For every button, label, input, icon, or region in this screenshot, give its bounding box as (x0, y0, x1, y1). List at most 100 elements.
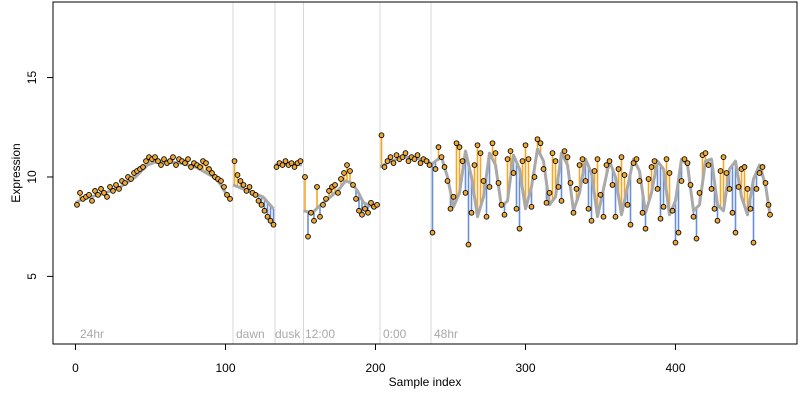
data-point (594, 156, 601, 162)
data-point (561, 148, 568, 154)
data-point (552, 158, 559, 164)
data-point (765, 201, 772, 208)
data-point (350, 182, 356, 188)
data-point (663, 156, 670, 162)
data-point (158, 162, 164, 168)
data-point (188, 164, 194, 170)
x-axis-label: Sample index (389, 375, 462, 389)
data-point (585, 205, 592, 212)
data-point (170, 154, 176, 160)
data-point (429, 229, 436, 236)
data-point (759, 164, 766, 170)
data-point (104, 194, 110, 200)
data-point (414, 152, 421, 158)
data-point (723, 170, 730, 176)
x-tick-label: 300 (515, 361, 535, 375)
data-point (423, 158, 430, 164)
data-point (167, 158, 173, 164)
data-point (426, 162, 433, 168)
data-point (522, 142, 529, 149)
y-axis-label: Expression (9, 143, 23, 202)
data-point (302, 174, 308, 180)
data-point (492, 150, 499, 156)
data-point (672, 239, 679, 246)
data-point (627, 221, 634, 228)
data-point (537, 140, 544, 147)
data-point (447, 205, 454, 212)
data-point (92, 188, 98, 194)
data-point (255, 197, 262, 204)
data-point (684, 160, 691, 166)
data-point (570, 209, 577, 216)
data-point (534, 136, 541, 143)
segment-boundaries (232, 2, 432, 344)
data-point (726, 186, 733, 192)
data-point (308, 209, 314, 216)
data-point (591, 168, 598, 174)
x-tick-label: 200 (365, 361, 385, 375)
data-point (368, 199, 374, 206)
data-point (465, 241, 472, 248)
data-point (155, 158, 161, 164)
data-point (402, 150, 409, 156)
fitted-curve (430, 147, 772, 219)
data-point (477, 150, 484, 156)
data-point (690, 213, 697, 220)
data-point (657, 215, 664, 222)
data-point (399, 154, 406, 160)
data-point (705, 162, 712, 168)
segment-label: 48hr (434, 327, 458, 341)
data-point (317, 213, 323, 220)
data-point (666, 170, 673, 176)
data-point (531, 174, 538, 180)
data-point (462, 190, 469, 196)
y-tick-label: 10 (25, 170, 39, 184)
data-point (279, 162, 286, 168)
y-tick-label: 5 (25, 273, 39, 280)
data-point (161, 156, 167, 162)
data-point (221, 184, 227, 190)
data-point (681, 156, 688, 162)
data-point (543, 199, 550, 206)
data-point (384, 158, 391, 164)
data-point (471, 162, 478, 168)
data-point (720, 154, 727, 160)
data-point (453, 140, 460, 147)
data-point (669, 207, 676, 214)
data-point (438, 154, 445, 160)
data-points (74, 132, 773, 248)
data-point (507, 148, 514, 154)
data-point (234, 172, 241, 178)
data-point (326, 188, 332, 194)
data-point (77, 190, 83, 196)
data-point (744, 186, 751, 192)
data-point (305, 233, 311, 240)
data-point (359, 211, 365, 218)
data-point (374, 201, 380, 208)
data-point (347, 168, 353, 174)
data-point (107, 184, 113, 190)
data-point (152, 154, 158, 160)
data-point (288, 160, 295, 166)
data-point (113, 182, 119, 188)
data-point (567, 180, 574, 186)
data-point (642, 225, 649, 232)
data-point (314, 184, 320, 190)
data-point (588, 217, 595, 224)
data-point (654, 186, 661, 192)
data-point (648, 164, 655, 170)
data-point (651, 158, 658, 164)
data-point (519, 158, 526, 164)
data-point (338, 176, 344, 182)
data-point (732, 229, 739, 236)
data-point (621, 172, 628, 178)
data-point (597, 192, 604, 198)
data-point (258, 201, 265, 208)
data-point (516, 225, 523, 232)
data-point (101, 190, 107, 196)
data-point (432, 166, 439, 172)
data-point (356, 207, 362, 214)
data-point (468, 209, 475, 216)
